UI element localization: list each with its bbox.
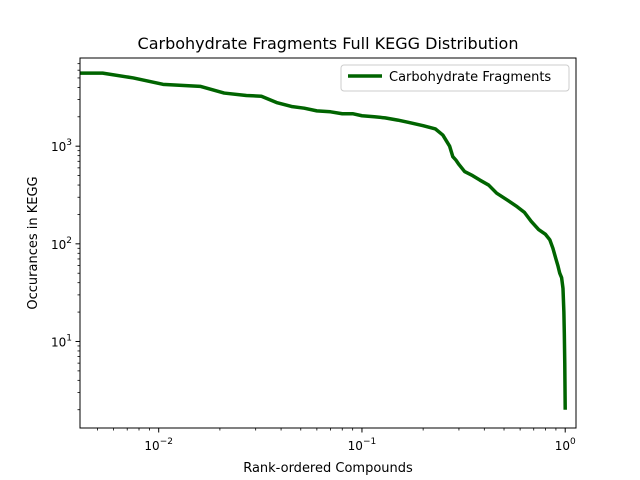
legend-frame [340,64,570,92]
x-tick-label: 10−1 [348,437,377,453]
y-tick-label: 102 [51,236,72,252]
x-axis-label: Rank-ordered Compounds [243,461,413,476]
plot-border [79,57,577,429]
chart-title: Carbohydrate Fragments Full KEGG Distrib… [138,34,519,53]
x-tick-label: 10−2 [144,437,173,453]
legend-label-carbohydrate-fragments: Carbohydrate Fragments [389,70,551,85]
y-tick-label: 101 [51,333,72,349]
legend: Carbohydrate Fragments [340,64,570,92]
series-line-carbohydrate-fragments [80,71,567,410]
x-tick-label: 100 [555,437,576,453]
y-axis-label: Occurances in KEGG [26,176,41,309]
y-tick-label: 103 [51,138,72,154]
plot-area [80,58,576,428]
